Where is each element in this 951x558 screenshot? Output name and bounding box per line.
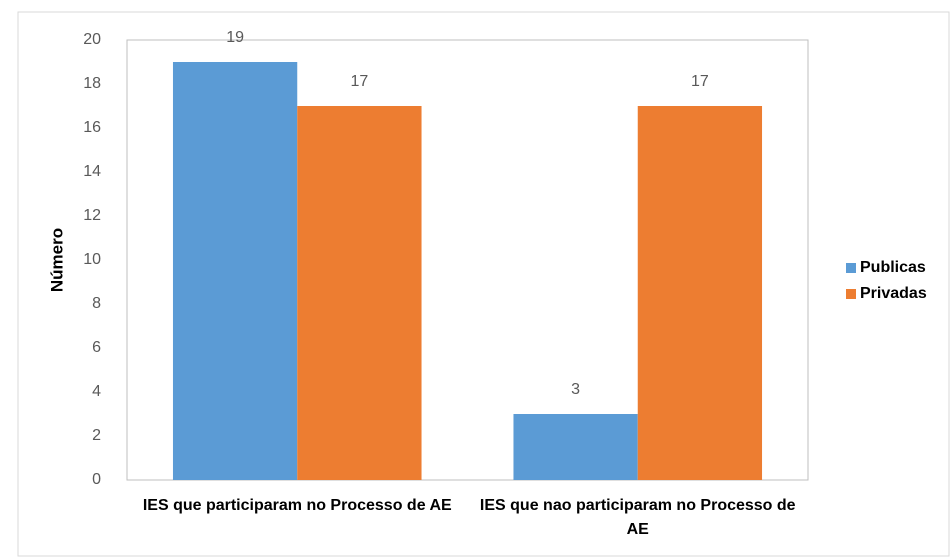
chart-border	[17, 11, 950, 557]
bar	[513, 414, 638, 480]
bar	[637, 106, 763, 480]
data-label: 3	[571, 381, 580, 398]
y-tick-label: 4	[92, 383, 101, 400]
legend-label: Privadas	[860, 285, 927, 302]
y-tick-label: 20	[83, 31, 101, 48]
bar	[297, 106, 422, 480]
bar	[172, 62, 298, 480]
y-tick-label: 14	[83, 163, 101, 180]
plot-border	[126, 39, 809, 481]
y-tick-label: 8	[92, 295, 101, 312]
y-tick-label: 10	[83, 251, 101, 268]
y-tick-label: 16	[83, 119, 101, 136]
y-tick-label: 0	[92, 471, 101, 488]
data-label: 17	[691, 73, 709, 90]
y-tick-label: 12	[83, 207, 101, 224]
x-tick-label: IES que nao participaram no Processo de …	[479, 497, 796, 538]
data-label: 19	[226, 29, 244, 46]
x-tick-label: IES que participaram no Processo de AE	[142, 497, 452, 514]
legend-swatch	[846, 263, 856, 273]
legend-swatch	[846, 289, 856, 299]
y-axis-label: Número	[47, 228, 66, 292]
data-label: 17	[350, 73, 368, 90]
y-tick-label: 6	[92, 339, 101, 356]
y-tick-label: 2	[92, 427, 101, 444]
y-tick-label: 18	[83, 75, 101, 92]
legend-label: Publicas	[860, 259, 926, 276]
